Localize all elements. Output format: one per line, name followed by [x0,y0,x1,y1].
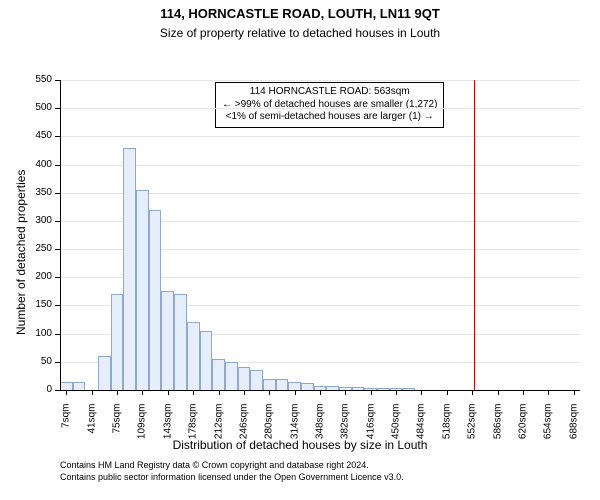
bar [149,210,162,390]
x-tick-label: 620sqm [517,404,528,454]
x-tick [345,390,346,395]
bar [212,359,225,390]
x-tick [523,390,524,395]
x-tick-label: 280sqm [264,404,275,454]
bar [161,291,174,390]
x-tick-label: 382sqm [340,404,351,454]
x-tick [320,390,321,395]
y-tick-label: 500 [22,102,52,113]
x-tick [396,390,397,395]
x-tick [548,390,549,395]
y-tick-label: 0 [22,384,52,395]
bar [123,148,136,390]
bar [288,382,301,390]
x-tick-label: 484sqm [416,404,427,454]
highlight-line [474,80,475,390]
x-tick-label: 314sqm [289,404,300,454]
y-tick-label: 250 [22,243,52,254]
bar [136,190,149,390]
bar [250,370,263,390]
x-tick [269,390,270,395]
x-tick-label: 41sqm [86,404,97,454]
y-tick-label: 350 [22,187,52,198]
x-tick [193,390,194,395]
x-tick-label: 450sqm [391,404,402,454]
x-tick-label: 552sqm [467,404,478,454]
y-tick-label: 450 [22,130,52,141]
chart-title: 114, HORNCASTLE ROAD, LOUTH, LN11 9QT [0,6,600,21]
bar [98,356,111,390]
x-tick-label: 246sqm [238,404,249,454]
gridline [60,80,580,81]
gridline [60,165,580,166]
x-tick [219,390,220,395]
x-tick [472,390,473,395]
chart-subtitle: Size of property relative to detached ho… [0,26,600,40]
footnote-2: Contains public sector information licen… [60,472,580,482]
gridline [60,136,580,137]
bar [111,294,124,390]
bar [73,382,86,390]
y-tick-label: 200 [22,271,52,282]
y-tick-label: 50 [22,356,52,367]
bar [301,383,314,390]
bar [238,367,251,390]
y-tick-label: 400 [22,159,52,170]
x-tick [66,390,67,395]
x-tick [142,390,143,395]
x-tick-label: 586sqm [492,404,503,454]
x-tick-label: 416sqm [365,404,376,454]
y-tick-label: 100 [22,328,52,339]
x-tick [244,390,245,395]
x-tick-label: 348sqm [315,404,326,454]
x-tick [117,390,118,395]
x-tick-label: 178sqm [188,404,199,454]
x-tick-label: 212sqm [213,404,224,454]
x-tick-label: 688sqm [568,404,579,454]
x-tick [447,390,448,395]
x-tick [574,390,575,395]
bar [187,322,200,390]
plot-area [60,80,580,390]
footnote-1: Contains HM Land Registry data © Crown c… [60,460,580,470]
y-tick-label: 150 [22,299,52,310]
x-tick-label: 518sqm [441,404,452,454]
bar [60,382,73,390]
x-tick-label: 109sqm [137,404,148,454]
x-tick [421,390,422,395]
chart-container: { "title": "114, HORNCASTLE ROAD, LOUTH,… [0,0,600,500]
x-tick [92,390,93,395]
x-tick-label: 143sqm [162,404,173,454]
bar [263,379,276,390]
y-tick-label: 300 [22,215,52,226]
bar [174,294,187,390]
bar [225,362,238,390]
y-axis [60,80,61,390]
x-tick [371,390,372,395]
bar [276,379,289,390]
y-tick-label: 550 [22,74,52,85]
x-tick [295,390,296,395]
gridline [60,108,580,109]
x-tick-label: 75sqm [112,404,123,454]
bar [200,331,213,390]
x-tick [168,390,169,395]
x-tick [498,390,499,395]
x-tick-label: 654sqm [543,404,554,454]
x-tick-label: 7sqm [61,404,72,454]
